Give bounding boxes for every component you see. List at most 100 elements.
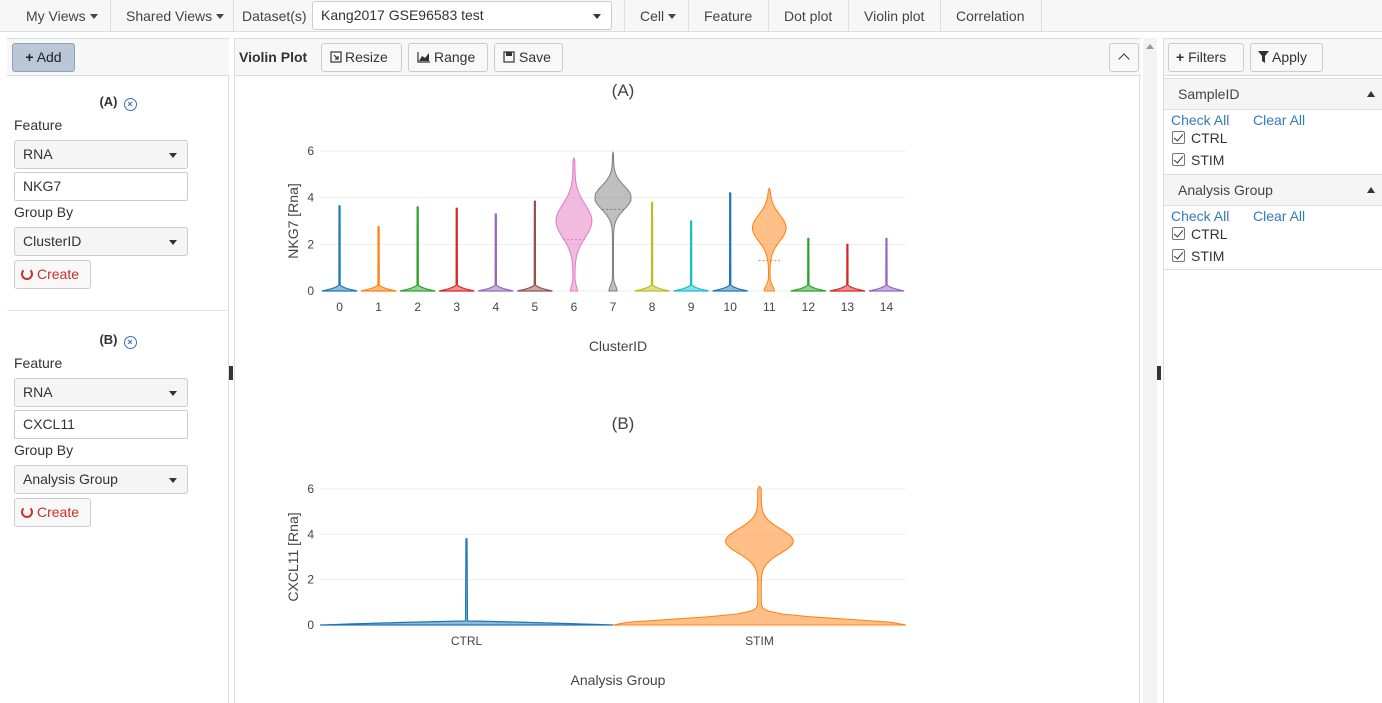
create-label: Create	[37, 266, 80, 282]
left-splitter-handle[interactable]	[229, 366, 233, 380]
plot-a-label: (A)	[99, 94, 118, 109]
dataset-select[interactable]: Kang2017 GSE96583 test	[312, 1, 612, 30]
apply-button[interactable]: Apply	[1250, 43, 1323, 72]
x-tick-label: 3	[453, 300, 460, 314]
cell-menu[interactable]: Cell	[640, 0, 677, 32]
remove-circle-icon[interactable]: ×	[123, 98, 137, 111]
add-filters-button[interactable]: + Filters	[1168, 43, 1244, 72]
x-tick-label: 0	[336, 300, 343, 314]
filter-option[interactable]: STIM	[1172, 152, 1224, 168]
x-axis-label: ClusterID	[589, 338, 647, 354]
apply-label: Apply	[1272, 49, 1308, 65]
right-splitter-handle[interactable]	[1157, 366, 1161, 380]
resize-label: Resize	[345, 49, 388, 65]
filter-option[interactable]: CTRL	[1172, 226, 1228, 242]
group-by-select[interactable]: Analysis Group	[14, 465, 188, 494]
create-button[interactable]: Create	[14, 260, 91, 289]
resize-icon	[330, 51, 342, 63]
shared-views-menu[interactable]: Shared Views	[126, 0, 225, 32]
my-views-menu[interactable]: My Views	[26, 0, 98, 32]
violin-mark	[399, 206, 436, 292]
dot-plot-tab[interactable]: Dot plot	[784, 8, 833, 24]
x-axis-label: Analysis Group	[571, 672, 666, 688]
shared-views-label: Shared Views	[126, 8, 213, 24]
checkbox-checked[interactable]	[1172, 227, 1185, 240]
checkbox-checked[interactable]	[1172, 131, 1185, 144]
scroll-up-arrow-icon[interactable]	[1146, 44, 1154, 49]
caret-down-icon	[169, 391, 177, 396]
plus-icon: +	[25, 49, 34, 65]
violin-chart-b: (B) 0 2 4 6 CXCL11 [Rna] Analysis Group CTRL STI…	[285, 414, 907, 688]
cell-menu-label: Cell	[640, 8, 665, 24]
vertical-scrollbar[interactable]	[1143, 38, 1157, 703]
x-tick-label: 9	[688, 300, 695, 314]
x-tick-label: 5	[532, 300, 539, 314]
violin-mark	[321, 205, 358, 292]
plot-b-header: (B) ×	[7, 332, 229, 349]
filters-label: Filters	[1188, 49, 1227, 65]
plot-a-header: (A) ×	[7, 94, 229, 111]
add-plot-button[interactable]: + Add	[12, 43, 75, 72]
nav-divider	[688, 0, 689, 32]
save-button[interactable]: Save	[494, 43, 563, 72]
x-tick-label: 4	[492, 300, 499, 314]
filter-section-title: SampleID	[1178, 86, 1240, 102]
create-button[interactable]: Create	[14, 498, 91, 527]
correlation-tab[interactable]: Correlation	[956, 8, 1025, 24]
violin-mark	[868, 237, 905, 292]
feature-type-select[interactable]: RNA	[14, 140, 188, 169]
caret-down-icon	[216, 14, 225, 19]
resize-button[interactable]: Resize	[321, 43, 402, 72]
nav-divider	[1041, 0, 1042, 32]
x-tick-label: 6	[571, 300, 578, 314]
violin-mark	[612, 486, 907, 626]
filters-toolbar: + Filters Apply	[1164, 38, 1382, 76]
checkbox-checked[interactable]	[1172, 249, 1185, 262]
plot-divider	[7, 310, 229, 311]
x-tick-label: 14	[880, 300, 894, 314]
area-chart-icon	[417, 52, 430, 63]
filters-bottom-border	[1164, 269, 1382, 270]
feature-input[interactable]: CXCL11	[14, 410, 188, 439]
y-tick-label: 0	[307, 284, 314, 298]
feature-tab[interactable]: Feature	[704, 8, 753, 24]
plus-icon: +	[1176, 49, 1185, 65]
collapse-button[interactable]	[1109, 43, 1139, 72]
check-all-link[interactable]: Check All	[1171, 112, 1230, 128]
y-tick-label: 6	[307, 144, 314, 158]
panel-title: Violin Plot	[239, 49, 308, 65]
y-tick-label: 2	[307, 573, 314, 587]
checkbox-checked[interactable]	[1172, 153, 1185, 166]
collapse-triangle-icon	[1367, 187, 1375, 193]
check-all-link[interactable]: Check All	[1171, 208, 1230, 224]
chevron-up-icon	[1118, 53, 1130, 65]
nav-divider	[768, 0, 769, 32]
group-by-value: ClusterID	[23, 233, 82, 249]
dataset-label: Dataset(s)	[242, 8, 307, 24]
chart-title: (B)	[612, 414, 635, 433]
filter-section-header[interactable]: Analysis Group	[1164, 174, 1382, 206]
remove-circle-icon[interactable]: ×	[123, 336, 137, 349]
clear-all-link[interactable]: Clear All	[1253, 112, 1306, 128]
violin-mark	[829, 243, 866, 292]
plot-definitions-panel: + Add (A) × Feature RNA NKG7 Group By Clu…	[7, 38, 229, 703]
create-label: Create	[37, 504, 80, 520]
filter-section-header[interactable]: SampleID	[1164, 78, 1382, 110]
x-tick-label: 8	[649, 300, 656, 314]
funnel-icon	[1258, 51, 1269, 63]
x-tick-label: 13	[841, 300, 855, 314]
violin-plot-panel: Violin Plot Resize Range Save (A) 0 2 4 6 NKG…	[234, 38, 1141, 703]
collapse-triangle-icon	[1367, 91, 1375, 97]
violin-plot-tab[interactable]: Violin plot	[864, 8, 925, 24]
range-button[interactable]: Range	[408, 43, 488, 72]
clear-all-link[interactable]: Clear All	[1253, 208, 1306, 224]
feature-type-select[interactable]: RNA	[14, 378, 188, 407]
filter-option[interactable]: CTRL	[1172, 130, 1228, 146]
filter-option[interactable]: STIM	[1172, 248, 1224, 264]
feature-input[interactable]: NKG7	[14, 172, 188, 201]
nav-divider	[940, 0, 941, 32]
caret-down-icon	[668, 14, 677, 19]
filter-option-label: STIM	[1191, 152, 1225, 168]
group-by-select[interactable]: ClusterID	[14, 227, 188, 256]
